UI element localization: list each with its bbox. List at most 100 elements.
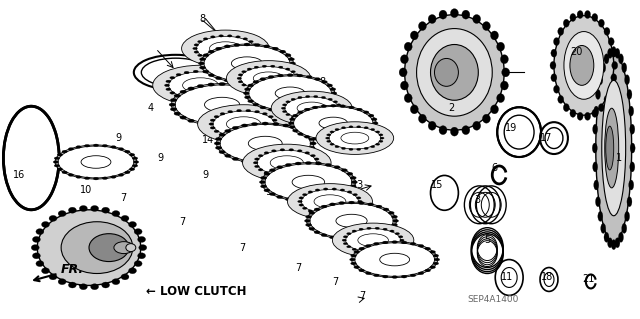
Ellipse shape xyxy=(252,161,258,164)
Ellipse shape xyxy=(111,146,116,148)
Ellipse shape xyxy=(339,202,344,204)
Ellipse shape xyxy=(166,80,171,83)
Ellipse shape xyxy=(49,215,57,221)
Ellipse shape xyxy=(401,81,408,90)
Ellipse shape xyxy=(383,228,387,230)
Ellipse shape xyxy=(268,108,274,111)
Ellipse shape xyxy=(340,105,346,108)
Ellipse shape xyxy=(278,88,283,91)
Ellipse shape xyxy=(430,266,435,269)
Ellipse shape xyxy=(374,242,379,245)
Ellipse shape xyxy=(258,90,264,93)
Ellipse shape xyxy=(111,176,116,178)
Ellipse shape xyxy=(611,47,616,56)
Ellipse shape xyxy=(347,233,351,235)
Ellipse shape xyxy=(253,162,258,164)
Ellipse shape xyxy=(292,114,298,117)
Ellipse shape xyxy=(593,162,598,172)
Text: 5: 5 xyxy=(484,235,490,245)
Ellipse shape xyxy=(417,29,492,116)
Ellipse shape xyxy=(392,215,397,218)
Ellipse shape xyxy=(388,211,394,214)
Ellipse shape xyxy=(273,47,278,50)
Ellipse shape xyxy=(248,41,253,43)
Ellipse shape xyxy=(356,108,362,111)
Text: 9: 9 xyxy=(317,205,323,215)
Text: 9: 9 xyxy=(202,170,209,180)
Ellipse shape xyxy=(262,162,268,165)
Ellipse shape xyxy=(174,112,180,115)
Ellipse shape xyxy=(550,62,556,70)
Ellipse shape xyxy=(364,147,368,150)
Ellipse shape xyxy=(102,207,109,213)
Ellipse shape xyxy=(188,87,195,90)
Ellipse shape xyxy=(208,83,214,86)
Ellipse shape xyxy=(246,109,251,112)
Ellipse shape xyxy=(340,189,345,191)
Ellipse shape xyxy=(433,262,438,265)
Ellipse shape xyxy=(180,90,186,93)
Ellipse shape xyxy=(335,129,339,130)
Ellipse shape xyxy=(364,127,368,129)
Ellipse shape xyxy=(55,145,137,179)
Ellipse shape xyxy=(84,177,90,180)
Ellipse shape xyxy=(280,149,285,151)
Ellipse shape xyxy=(196,36,254,61)
Ellipse shape xyxy=(359,269,364,272)
Ellipse shape xyxy=(314,195,346,208)
Ellipse shape xyxy=(393,219,399,222)
Ellipse shape xyxy=(237,136,241,139)
Text: 21: 21 xyxy=(582,274,595,285)
Ellipse shape xyxy=(219,82,225,86)
Ellipse shape xyxy=(341,132,369,144)
Ellipse shape xyxy=(605,108,619,188)
Ellipse shape xyxy=(307,108,312,111)
Ellipse shape xyxy=(584,11,591,19)
Text: 9: 9 xyxy=(265,187,271,197)
Text: 7: 7 xyxy=(179,217,186,227)
Ellipse shape xyxy=(198,62,204,65)
Ellipse shape xyxy=(198,54,202,56)
Ellipse shape xyxy=(276,166,283,169)
Ellipse shape xyxy=(301,189,358,213)
Ellipse shape xyxy=(118,148,124,150)
Ellipse shape xyxy=(243,144,331,181)
Text: 7: 7 xyxy=(332,278,338,287)
Ellipse shape xyxy=(497,93,504,103)
Ellipse shape xyxy=(601,223,605,233)
Ellipse shape xyxy=(390,230,394,232)
Ellipse shape xyxy=(314,78,321,80)
Ellipse shape xyxy=(244,88,250,91)
Ellipse shape xyxy=(91,284,99,290)
Ellipse shape xyxy=(326,137,330,139)
Ellipse shape xyxy=(164,84,170,86)
Ellipse shape xyxy=(226,92,231,94)
Ellipse shape xyxy=(214,142,221,145)
Text: 13: 13 xyxy=(352,180,364,190)
Ellipse shape xyxy=(630,143,635,153)
Ellipse shape xyxy=(241,85,247,88)
Ellipse shape xyxy=(330,88,336,91)
Ellipse shape xyxy=(352,230,356,232)
Ellipse shape xyxy=(68,174,74,176)
Ellipse shape xyxy=(236,36,240,38)
Ellipse shape xyxy=(298,96,302,99)
Ellipse shape xyxy=(551,74,557,82)
Ellipse shape xyxy=(89,234,129,262)
Ellipse shape xyxy=(308,191,312,193)
Ellipse shape xyxy=(58,146,134,178)
Ellipse shape xyxy=(254,88,259,91)
Ellipse shape xyxy=(260,185,267,188)
Ellipse shape xyxy=(291,116,296,118)
Ellipse shape xyxy=(61,222,133,273)
Ellipse shape xyxy=(285,163,291,167)
Ellipse shape xyxy=(314,95,318,98)
Ellipse shape xyxy=(601,63,605,73)
Ellipse shape xyxy=(170,108,177,111)
Ellipse shape xyxy=(254,43,260,47)
Ellipse shape xyxy=(205,97,240,112)
Ellipse shape xyxy=(303,207,307,209)
Ellipse shape xyxy=(287,74,293,77)
Ellipse shape xyxy=(418,272,424,275)
Ellipse shape xyxy=(271,89,275,92)
